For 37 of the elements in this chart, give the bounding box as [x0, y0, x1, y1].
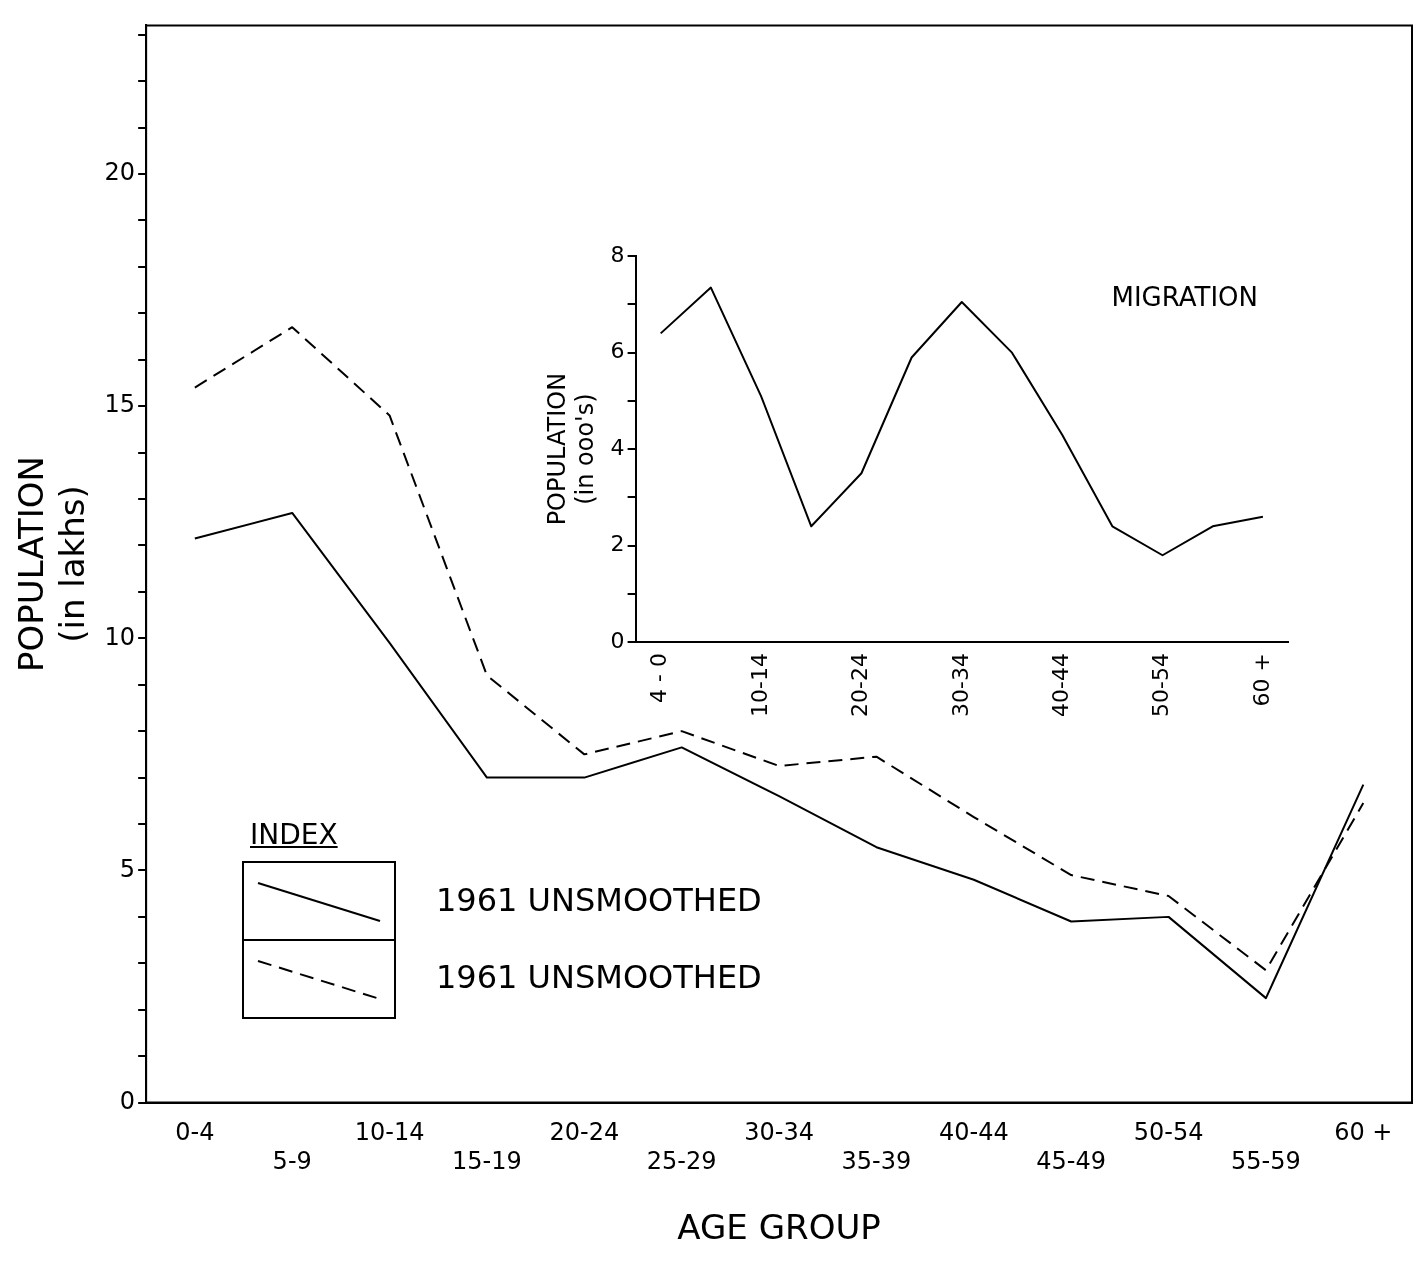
y-tick-label: 15	[104, 390, 136, 419]
x-tick-label: 30-34	[947, 653, 973, 718]
y-tick-label: 0	[610, 627, 625, 653]
y-axis-title: POPULATION (in ooo's)	[542, 372, 600, 526]
y-axis-title: POPULATION (in lakhs)	[11, 456, 93, 672]
x-tick-label: 15-19	[452, 1147, 522, 1176]
y-tick-label: 20	[104, 158, 136, 187]
x-tick-label: 40-44	[938, 1118, 1009, 1147]
y-tick-label: 10	[104, 622, 136, 651]
x-tick-label: 4 - 0	[646, 653, 672, 703]
x-tick-label: 0-4	[175, 1118, 215, 1147]
x-tick-label: 25-29	[646, 1147, 717, 1176]
x-axis-title: AGE GROUP	[677, 1207, 881, 1248]
y-tick-label: 2	[610, 531, 625, 557]
x-tick-label: 10-14	[354, 1118, 425, 1147]
x-tick-label: 35-39	[841, 1147, 912, 1176]
annotation: MIGRATION	[1111, 281, 1258, 312]
y-tick-label: 6	[610, 338, 625, 364]
x-tick-label: 55-59	[1231, 1147, 1301, 1176]
legend-label: 1961 UNSMOOTHED	[436, 879, 762, 921]
x-tick-label: 30-34	[744, 1118, 814, 1147]
y-tick-label: 8	[610, 241, 625, 267]
x-tick-label: 60 +	[1334, 1118, 1393, 1147]
x-tick-label: 50-54	[1133, 1118, 1204, 1147]
x-tick-label: 40-44	[1047, 653, 1073, 718]
y-tick-label: 0	[119, 1086, 136, 1115]
x-tick-label: 20-24	[847, 653, 873, 718]
x-tick-label: 20-24	[549, 1118, 620, 1147]
x-tick-label: 50-54	[1148, 653, 1174, 718]
x-tick-label: 45-49	[1036, 1147, 1107, 1176]
y-tick-label: 5	[119, 854, 136, 883]
y-tick-label: 4	[610, 434, 625, 460]
legend-title: INDEX	[250, 818, 339, 851]
legend-label: 1961 UNSMOOTHED	[436, 956, 762, 998]
x-tick-label: 10-14	[746, 653, 772, 718]
x-tick-label: 60 +	[1248, 653, 1274, 707]
x-tick-label: 5-9	[272, 1147, 312, 1176]
